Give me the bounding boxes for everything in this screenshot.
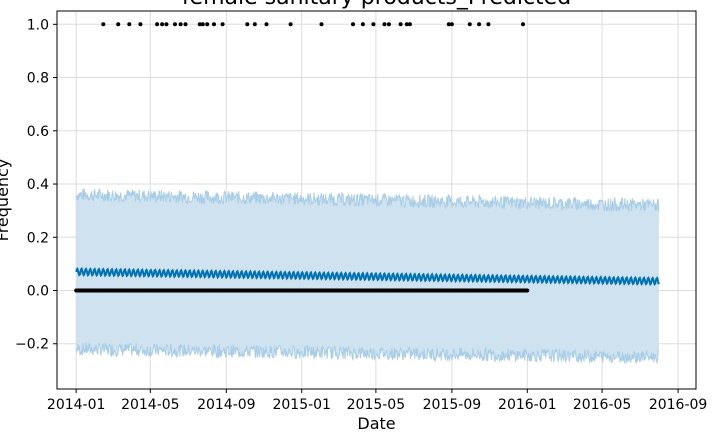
observed-point: [164, 22, 169, 27]
interval-lower-edge: [75, 341, 660, 365]
x-tick-label: 2016-01: [498, 397, 557, 413]
observed-point: [521, 22, 525, 27]
y-axis-label: Frequency: [0, 159, 12, 242]
observed-point: [197, 22, 202, 27]
y-tick-label: −0.2: [15, 337, 49, 353]
observed-point: [160, 22, 165, 27]
observed-point: [446, 22, 451, 27]
observed-point: [205, 22, 210, 27]
observed-points: [74, 22, 530, 293]
observed-point: [386, 22, 391, 27]
observed-point: [252, 22, 257, 27]
observed-point: [467, 22, 472, 27]
x-tick-label: 2015-01: [272, 397, 331, 413]
observed-point: [449, 22, 454, 27]
x-tick-label: 2014-05: [121, 397, 180, 413]
observed-point: [382, 22, 387, 27]
observed-point: [486, 22, 491, 27]
y-axis-ticks: −0.2 0.0 0.2 0.4 0.6 0.8 1.0: [15, 17, 57, 353]
observed-point: [525, 288, 530, 293]
observed-point: [101, 22, 106, 27]
observed-point: [178, 22, 183, 27]
interval-upper-edge: [75, 188, 660, 213]
observed-point: [398, 22, 403, 27]
observed-point: [404, 22, 409, 27]
observed-point: [116, 22, 121, 27]
plot-frame: [56, 10, 697, 390]
observed-point: [264, 22, 269, 27]
y-tick-label: 1.0: [27, 17, 49, 33]
observed-point: [319, 22, 324, 27]
observed-point: [245, 22, 250, 27]
observed-point: [200, 22, 205, 27]
y-tick-label: 0.2: [27, 230, 49, 246]
x-tick-label: 2016-09: [649, 397, 708, 413]
observed-point: [220, 22, 225, 27]
x-tick-label: 2015-09: [423, 397, 482, 413]
observed-point: [127, 22, 132, 27]
x-tick-label: 2014-09: [197, 397, 256, 413]
observed-point: [155, 22, 160, 27]
x-axis-ticks: 2014-01 2014-05 2014-09 2015-01 2015-05 2015-…: [47, 389, 707, 413]
observed-point: [407, 22, 412, 27]
y-tick-label: 0.6: [27, 124, 49, 140]
x-tick-label: 2016-05: [573, 397, 632, 413]
observed-point: [360, 22, 365, 27]
observed-point: [371, 22, 376, 27]
observed-point: [173, 22, 177, 27]
observed-point: [351, 22, 355, 27]
y-tick-label: 0.0: [27, 284, 49, 300]
observed-point: [138, 22, 143, 27]
chart-title: female sanitary products_Predicted: [182, 0, 571, 10]
x-axis-label: Date: [357, 414, 395, 432]
observed-point: [212, 22, 216, 27]
y-tick-label: 0.4: [27, 177, 49, 193]
x-tick-label: 2014-01: [47, 397, 106, 413]
forecast-line: [75, 266, 660, 287]
observed-point: [288, 22, 293, 27]
x-tick-label: 2015-05: [347, 397, 406, 413]
observed-point: [183, 22, 188, 27]
observed-point: [477, 22, 482, 27]
y-tick-label: 0.8: [27, 71, 49, 87]
forecast-series: [75, 266, 660, 287]
